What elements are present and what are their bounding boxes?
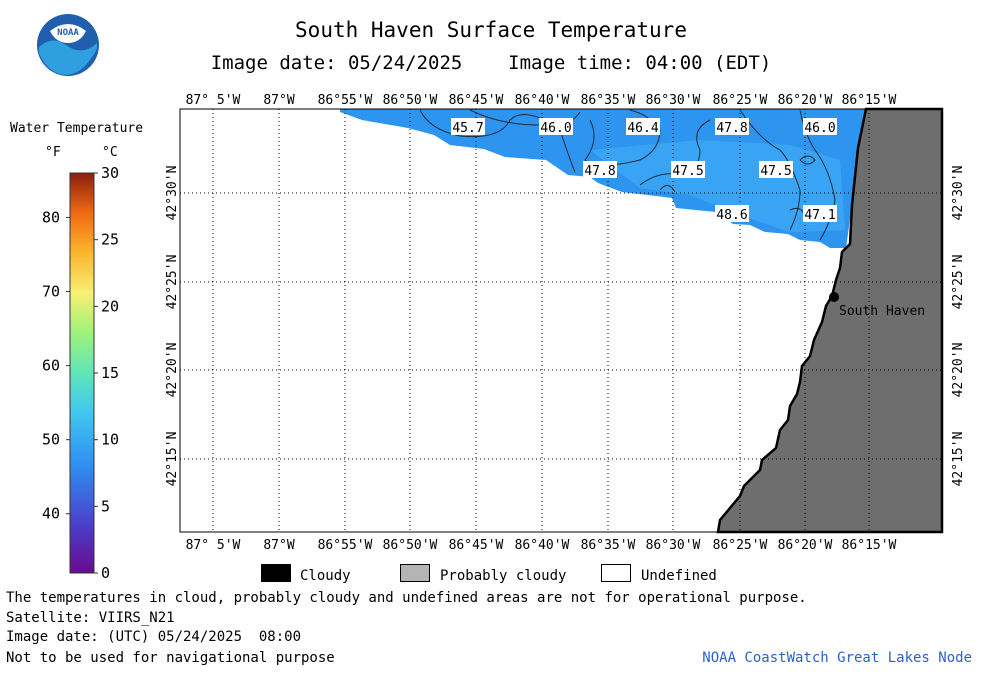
temperature-label: 47.1 (804, 208, 835, 223)
longitude-label: 87°W (263, 538, 294, 553)
longitude-label: 86°45'W (449, 93, 504, 108)
longitude-label: 86°45'W (449, 538, 504, 553)
longitude-label: 86°15'W (842, 538, 897, 553)
temperature-label: 48.6 (716, 208, 747, 223)
temperature-label: 46.0 (540, 121, 571, 136)
latitude-label: 42°30'N (951, 166, 966, 221)
colorbar-c-tick-label: 30 (101, 164, 119, 182)
footer-nav-warning: Not to be used for navigational purpose (6, 650, 335, 666)
colorbar-c-tick-label: 20 (101, 297, 119, 315)
colorbar-f-tick-label: 80 (42, 208, 60, 226)
temperature-label-bg (671, 161, 705, 178)
temperature-label: 46.4 (627, 121, 658, 136)
longitude-label: 87°W (263, 93, 294, 108)
map-graticule (180, 109, 942, 532)
page-title: South Haven Surface Temperature (295, 18, 687, 42)
map-frame (179, 108, 943, 533)
latitude-label: 42°20'N (165, 343, 180, 398)
temperature-label: 47.8 (716, 121, 747, 136)
temperature-label-bg (626, 118, 660, 135)
temperature-label-bg (759, 161, 793, 178)
image-time: Image time: 04:00 (EDT) (508, 52, 772, 74)
land-area (716, 107, 944, 534)
legend-label-cloudy: Cloudy (300, 568, 351, 584)
temperature-labels: 45.7 46.0 46.4 47.8 46.0 47.8 47.5 47.5 48.6 47.1 (451, 118, 837, 223)
latitude-label: 42°25'N (165, 255, 180, 310)
colorbar-gradient (69, 172, 95, 574)
longitude-label: 86°30'W (646, 538, 701, 553)
colorbar-f-tick-label: 70 (42, 283, 60, 301)
latitude-label: 42°30'N (165, 166, 180, 221)
latitude-labels-right: 42°30'N 42°25'N 42°20'N 42°15'N (951, 166, 966, 487)
temperature-label: 45.7 (452, 121, 483, 136)
temperature-label-bg (539, 118, 573, 135)
temperature-map: 45.7 46.0 46.4 47.8 46.0 47.8 47.5 47.5 48.6 47.1… (165, 93, 966, 553)
longitude-label: 86°55'W (318, 93, 373, 108)
longitude-label: 86°20'W (778, 93, 833, 108)
colorbar-f-tick-label: 60 (42, 357, 60, 375)
longitude-label: 86°20'W (778, 538, 833, 553)
temperature-label-bg (583, 161, 617, 178)
longitude-label: 86°50'W (383, 93, 438, 108)
colorbar-c-tick-label: 25 (101, 231, 119, 249)
latitude-label: 42°20'N (951, 343, 966, 398)
colorbar-c-tick-label: 0 (101, 564, 110, 582)
temperature-label: 47.5 (672, 164, 703, 179)
longitude-labels-top: 87° 5'W 87°W 86°55'W 86°50'W 86°45'W 86°40'W 8… (186, 93, 897, 108)
footer-credit: NOAA CoastWatch Great Lakes Node (702, 650, 972, 666)
temperature-label-bg (715, 118, 749, 135)
colorbar-c-tick-label: 5 (101, 497, 110, 515)
colorbar-c-ticks: 30 25 20 15 10 5 0 (94, 164, 119, 582)
longitude-label: 86°30'W (646, 93, 701, 108)
image-date-time: Image date: 05/24/2025 Image time: 04:00… (0, 52, 982, 74)
longitude-label: 86°25'W (713, 538, 768, 553)
longitude-label: 86°40'W (515, 538, 570, 553)
temperature-label-bg (803, 205, 837, 222)
temperature-label: 47.5 (760, 164, 791, 179)
longitude-label: 86°15'W (842, 93, 897, 108)
temperature-label: 47.8 (584, 164, 615, 179)
latitude-label: 42°15'N (165, 432, 180, 487)
temperature-label: 46.0 (804, 121, 835, 136)
logo-text: NOAA (57, 28, 79, 38)
longitude-label: 87° 5'W (186, 538, 241, 553)
image-date: Image date: 05/24/2025 (210, 52, 463, 74)
colorbar-unit-f: °F (45, 145, 61, 160)
footer-satellite: Satellite: VIIRS_N21 (6, 610, 175, 626)
temperature-label-bg (803, 118, 837, 135)
footer-utc-date: Image date: (UTC) 05/24/2025 08:00 (6, 629, 302, 645)
colorbar-c-tick-label: 10 (101, 431, 119, 449)
noaa-logo-icon: NOAA (37, 14, 99, 76)
colorbar-title: Water Temperature (10, 121, 144, 136)
longitude-label: 87° 5'W (186, 93, 241, 108)
legend-swatch-cloudy (261, 564, 291, 582)
longitude-label: 86°55'W (318, 538, 373, 553)
colorbar-f-tick-label: 40 (42, 505, 60, 523)
temperature-label-bg (451, 118, 485, 135)
colorbar-unit-c: °C (102, 145, 118, 160)
latitude-label: 42°25'N (951, 255, 966, 310)
footer-note: The temperatures in cloud, probably clou… (6, 590, 807, 606)
legend-label-probably-cloudy: Probably cloudy (440, 568, 567, 584)
longitude-labels-bottom: 87° 5'W 87°W 86°55'W 86°50'W 86°45'W 86°40'W 8… (186, 538, 897, 553)
latitude-labels-left: 42°30'N 42°25'N 42°20'N 42°15'N (165, 166, 180, 487)
longitude-label: 86°35'W (581, 93, 636, 108)
south-haven-marker (829, 292, 839, 302)
longitude-label: 86°25'W (713, 93, 768, 108)
latitude-label: 42°15'N (951, 432, 966, 487)
temperature-label-bg (715, 205, 749, 222)
longitude-label: 86°50'W (383, 538, 438, 553)
colorbar-c-tick-label: 15 (101, 364, 119, 382)
colorbar-f-ticks: 80 70 60 50 40 (42, 208, 70, 523)
colorbar-f-tick-label: 50 (42, 431, 60, 449)
south-haven-label: South Haven (839, 304, 925, 319)
legend-swatch-probably-cloudy (400, 564, 430, 582)
longitude-label: 86°35'W (581, 538, 636, 553)
legend-swatch-undefined (601, 564, 631, 582)
legend-label-undefined: Undefined (641, 568, 717, 584)
longitude-label: 86°40'W (515, 93, 570, 108)
